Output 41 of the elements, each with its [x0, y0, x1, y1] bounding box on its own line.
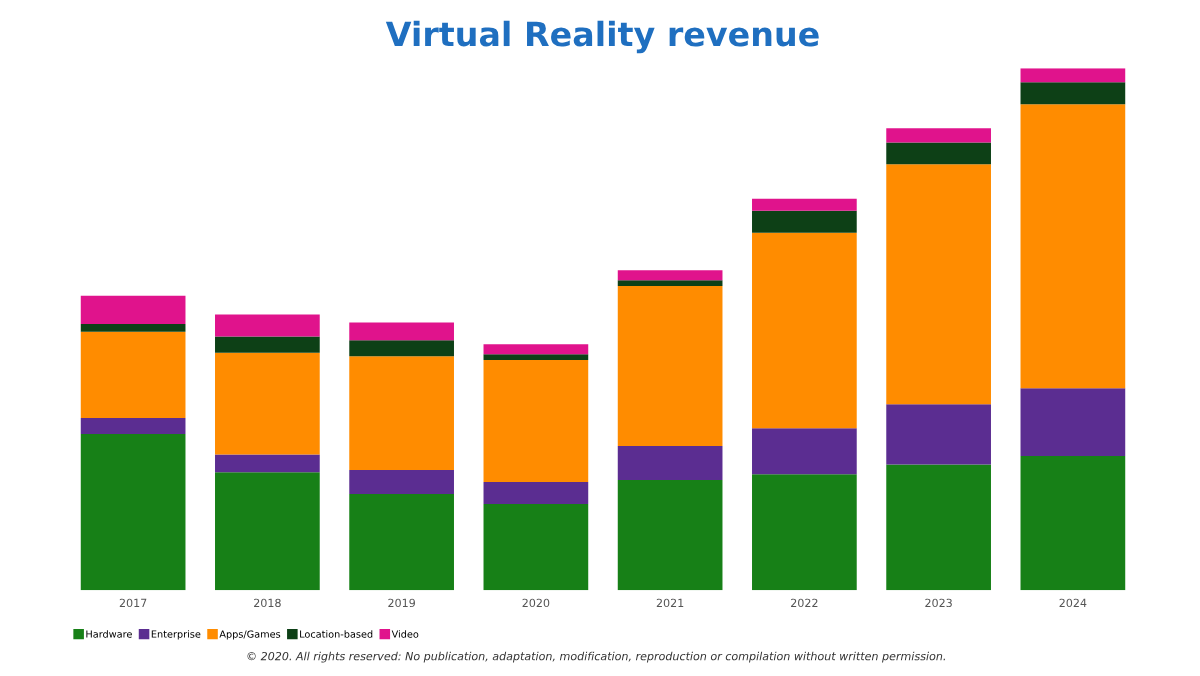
bar [1020, 82, 1126, 105]
bar [886, 142, 991, 165]
bar [617, 280, 723, 286]
bar [752, 210, 857, 233]
bar [215, 336, 320, 353]
bar [752, 428, 857, 475]
bar [80, 323, 186, 332]
bar [215, 472, 320, 591]
bar [215, 314, 320, 337]
bar [80, 295, 186, 324]
bar [886, 404, 991, 465]
bar [80, 417, 186, 435]
bar [886, 128, 991, 143]
bar [886, 464, 991, 591]
bar [215, 352, 320, 455]
bar [349, 494, 454, 591]
bar [886, 164, 991, 405]
bar [752, 198, 857, 211]
bar [1020, 388, 1126, 457]
bar [215, 454, 320, 473]
bar [80, 331, 186, 418]
bar [483, 344, 589, 355]
bar [617, 480, 723, 591]
bar [483, 482, 589, 505]
bar [1020, 104, 1126, 389]
bar [617, 446, 723, 481]
bar [752, 232, 857, 429]
chart-title: Virtual Reality revenue [385, 20, 819, 54]
bar [349, 356, 454, 471]
bar [483, 504, 589, 591]
bar [617, 285, 723, 447]
bar [1020, 68, 1126, 83]
bar [349, 470, 454, 495]
bar [349, 322, 454, 341]
bar [1020, 456, 1126, 591]
bar [349, 340, 454, 357]
bar [483, 354, 589, 360]
bar [617, 270, 723, 281]
bar [483, 360, 589, 483]
bar [752, 474, 857, 591]
bar [80, 434, 186, 591]
